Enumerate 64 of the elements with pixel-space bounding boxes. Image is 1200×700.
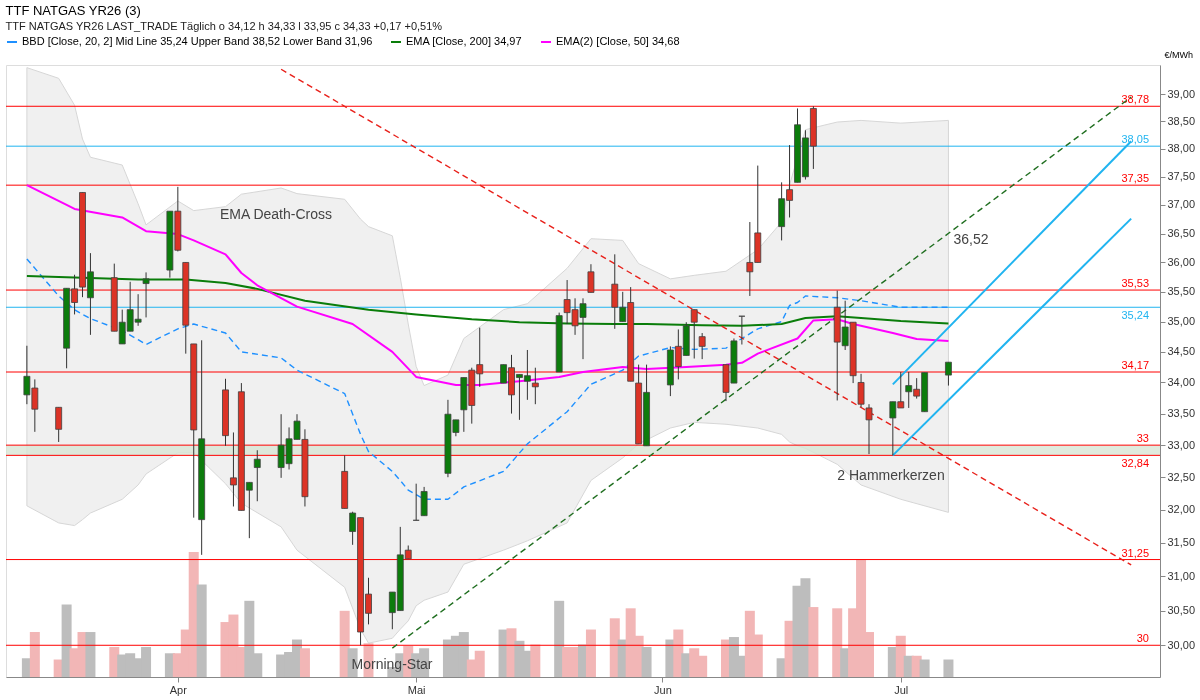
- y-axis-title: €/MWh: [1164, 49, 1194, 60]
- y-tick-label: 37,00: [1167, 198, 1196, 211]
- x-tick-label: Jul: [894, 683, 909, 696]
- y-tick-label: 38,00: [1167, 142, 1196, 155]
- y-tick-label: 39,00: [1167, 87, 1196, 100]
- ref-line-label: 35,24: [1121, 309, 1149, 322]
- y-tick-label: 31,50: [1167, 536, 1196, 549]
- ref-line-label: 35,53: [1121, 277, 1149, 290]
- bar: [808, 607, 819, 677]
- candlestick: [531, 367, 539, 405]
- y-tick-label: 34,50: [1167, 345, 1196, 358]
- bar: [29, 632, 40, 677]
- candlestick: [865, 403, 873, 455]
- x-tick-label: Jun: [654, 683, 672, 696]
- y-tick-label: 36,00: [1167, 255, 1196, 268]
- annotation: EMA Death-Cross: [219, 206, 333, 222]
- y-tick-label: 30,00: [1167, 638, 1196, 651]
- candlestick: [253, 449, 261, 502]
- annotation: 36,52: [953, 231, 989, 247]
- y-tick-label: 31,00: [1167, 569, 1196, 582]
- ref-line-label: 37,35: [1121, 172, 1149, 185]
- candlestick: [587, 263, 595, 293]
- candlestick: [698, 332, 706, 360]
- chart-subtitle: TTF NATGAS YR26 LAST_TRADE Täglich o 34,12 h 34,33 l 33,95 c 34,33 +0,17 +0,51%: [5, 20, 443, 32]
- bar: [585, 629, 596, 677]
- legend-label: EMA(2) [Close, 50] 34,68: [556, 35, 680, 47]
- chart-title: TTF NATGAS YR26 (3): [5, 3, 141, 18]
- y-tick-label: 33,00: [1167, 438, 1196, 451]
- candlestick: [857, 373, 865, 408]
- bar: [919, 659, 930, 677]
- bar: [196, 584, 207, 677]
- y-tick-label: 32,00: [1167, 503, 1196, 516]
- candlestick: [55, 406, 63, 443]
- bar: [641, 647, 652, 677]
- y-tick-label: 38,50: [1167, 115, 1196, 127]
- annotation: 2 Hammerkerzen: [837, 467, 945, 483]
- candlestick: [945, 361, 952, 387]
- ref-line-label: 38,78: [1121, 93, 1149, 106]
- ref-line-label: 32,84: [1121, 457, 1149, 470]
- ref-line-label: 34,17: [1121, 359, 1149, 371]
- ref-line-label: 33: [1136, 432, 1149, 445]
- line-series: [25, 184, 950, 386]
- bar: [530, 644, 541, 677]
- ref-line-label: 38,05: [1121, 133, 1149, 146]
- ref-line-label: 30: [1136, 632, 1149, 645]
- y-tick-label: 34,00: [1167, 375, 1196, 388]
- legend-label: BBD [Close, 20, 2] Mid Line 35,24 Upper Band 38,52 Lower Band 31,96: [22, 35, 373, 47]
- y-tick-label: 30,50: [1167, 604, 1196, 617]
- y-tick-label: 33,50: [1167, 407, 1196, 420]
- bar: [299, 648, 310, 677]
- legend-label: EMA [Close, 200] 34,97: [406, 35, 522, 47]
- y-tick-label: 35,00: [1167, 315, 1196, 328]
- ref-line-label: 31,25: [1121, 546, 1149, 559]
- y-tick-label: 32,50: [1167, 470, 1196, 483]
- line-series: [26, 258, 950, 500]
- annotation: Morning-Star: [351, 656, 433, 672]
- y-tick-label: 35,50: [1167, 285, 1196, 298]
- y-tick-label: 37,50: [1167, 170, 1196, 183]
- bar: [943, 659, 954, 677]
- x-tick-label: Apr: [169, 683, 188, 696]
- bar: [85, 632, 96, 677]
- candlestick: [690, 309, 698, 360]
- x-tick-label: Mai: [407, 683, 426, 696]
- y-tick-label: 36,50: [1167, 227, 1196, 239]
